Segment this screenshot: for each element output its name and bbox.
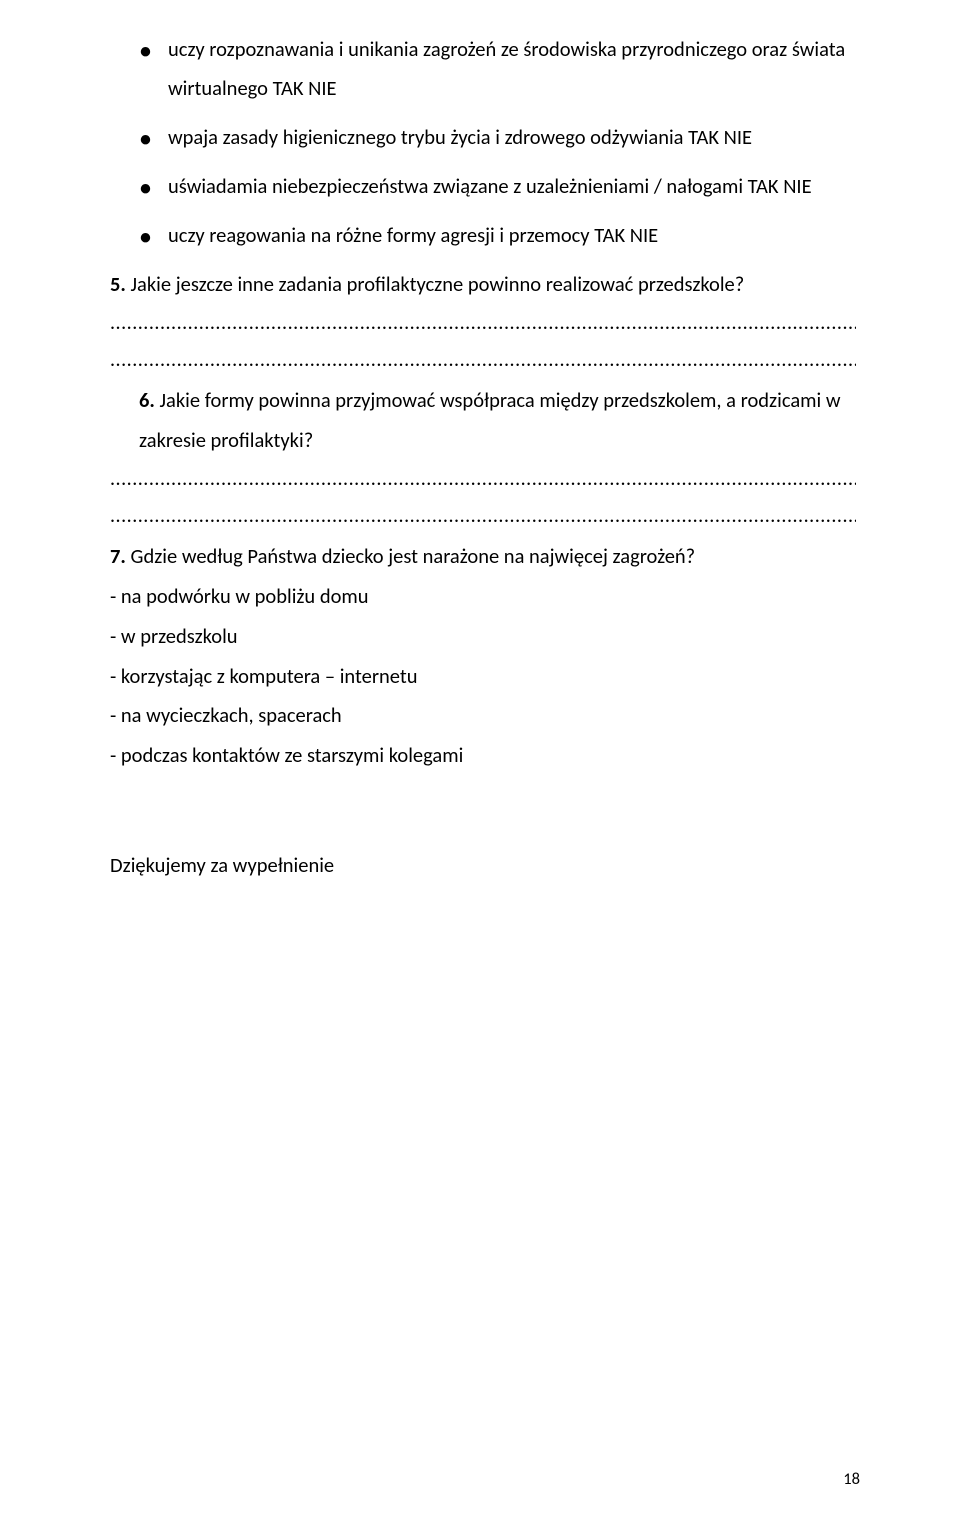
question-text: Jakie jeszcze inne zadania profilaktyczn… <box>126 271 744 297</box>
answer-option: - na wycieczkach, spacerach <box>110 696 856 736</box>
question-text: Jakie formy powinna przyjmować współprac… <box>139 387 841 453</box>
bullet-item: uczy rozpoznawania i unikania zagrożeń z… <box>140 30 856 108</box>
fill-line: ........................................… <box>110 305 856 342</box>
question-5: 5. Jakie jeszcze inne zadania profilakty… <box>110 265 856 305</box>
answer-option: - na podwórku w pobliżu domu <box>110 577 856 617</box>
page-number: 18 <box>843 1469 860 1489</box>
question-number: 6. <box>139 387 155 413</box>
bullet-item: wpaja zasady higienicznego trybu życia i… <box>140 118 856 157</box>
thanks-text: Dziękujemy za wypełnienie <box>110 852 856 878</box>
answer-options: - na podwórku w pobliżu domu - w przedsz… <box>110 577 856 777</box>
question-number: 5. <box>110 271 126 297</box>
question-number: 7. <box>110 543 126 569</box>
fill-line: ........................................… <box>110 498 856 535</box>
fill-line: ........................................… <box>110 461 856 498</box>
question-6: 6. Jakie formy powinna przyjmować współp… <box>110 381 856 461</box>
bullet-list: uczy rozpoznawania i unikania zagrożeń z… <box>140 30 856 255</box>
answer-option: - w przedszkolu <box>110 617 856 657</box>
answer-option: - korzystając z komputera – internetu <box>110 657 856 697</box>
answer-option: - podczas kontaktów ze starszymi kolegam… <box>110 736 856 776</box>
bullet-item: uczy reagowania na różne formy agresji i… <box>140 216 856 255</box>
question-text: Gdzie według Państwa dziecko jest narażo… <box>126 543 695 569</box>
bullet-item: uświadamia niebezpieczeństwa związane z … <box>140 167 856 206</box>
fill-line: ........................................… <box>110 342 856 379</box>
question-7: 7. Gdzie według Państwa dziecko jest nar… <box>110 537 856 577</box>
